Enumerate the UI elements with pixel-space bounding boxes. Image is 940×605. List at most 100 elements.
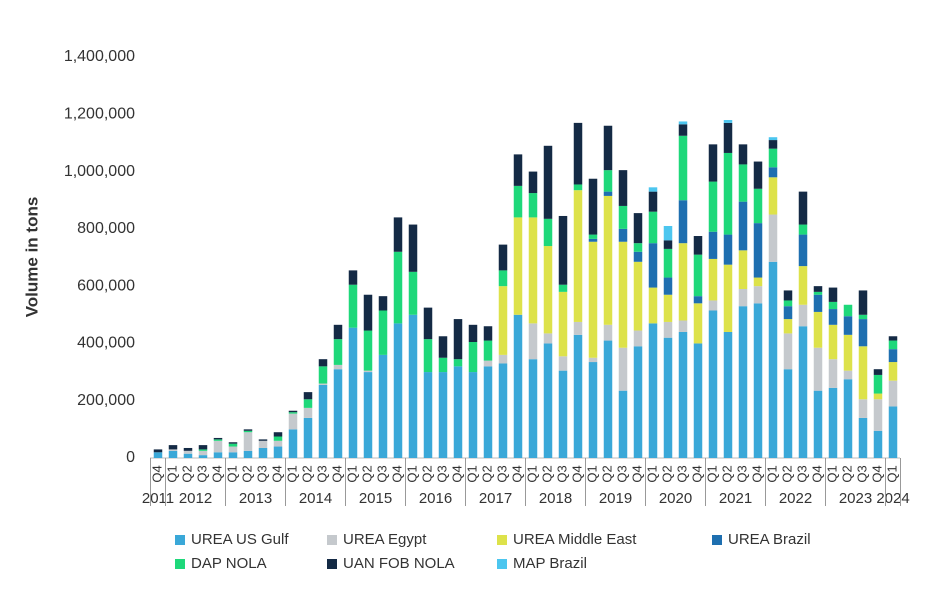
bar-segment xyxy=(798,304,808,327)
x-tick-label: Q3 xyxy=(254,465,269,482)
bar-segment xyxy=(168,445,178,450)
legend-swatch xyxy=(712,535,722,545)
bar-segment xyxy=(393,323,403,458)
bar-segment xyxy=(603,125,613,171)
x-tick-label: Q1 xyxy=(284,465,299,482)
x-tick-label: Q4 xyxy=(809,465,824,482)
bar-segment xyxy=(678,124,688,136)
bar-segment xyxy=(693,296,703,304)
bar-segment xyxy=(828,309,838,325)
bar-segment xyxy=(318,359,328,367)
bar-segment xyxy=(408,314,418,458)
bar-segment xyxy=(738,164,748,202)
year-label: 2024 xyxy=(876,490,909,507)
bar-segment xyxy=(618,241,628,348)
bar-segment xyxy=(588,178,598,235)
bar-segment xyxy=(708,181,718,232)
x-tick-label: Q3 xyxy=(854,465,869,482)
bar-segment xyxy=(483,340,493,361)
x-tick-label: Q3 xyxy=(614,465,629,482)
bar-segment xyxy=(213,452,223,458)
bar-segment xyxy=(528,193,538,218)
bar-segment xyxy=(633,261,643,331)
bar-segment xyxy=(693,254,703,297)
bar-segment xyxy=(438,357,448,373)
bar-segment xyxy=(453,359,463,367)
bar-segment xyxy=(573,334,583,458)
bar-segment xyxy=(498,363,508,458)
year-label: 2022 xyxy=(779,490,812,507)
bar-segment xyxy=(513,314,523,458)
bar-segment xyxy=(888,380,898,407)
bar-segment xyxy=(663,248,673,278)
y-axis-label: Volume in tons xyxy=(22,197,41,318)
x-tick-label: Q1 xyxy=(464,465,479,482)
bar-segment xyxy=(243,430,253,433)
bar-segment xyxy=(678,320,688,332)
bar-segment xyxy=(858,290,868,315)
bar-segment xyxy=(183,450,193,454)
x-tick-label: Q2 xyxy=(599,465,614,482)
bar-segment xyxy=(843,304,853,317)
bar-segment xyxy=(483,326,493,341)
bar-segment xyxy=(633,213,643,244)
bar-segment xyxy=(168,449,178,451)
legend-swatch xyxy=(175,535,185,545)
x-tick-label: Q4 xyxy=(869,465,884,482)
bar-segment xyxy=(663,277,673,295)
bar-segment xyxy=(573,184,583,191)
bar-segment xyxy=(873,399,883,431)
bar-segment xyxy=(723,120,733,123)
bar-segment xyxy=(798,326,808,458)
bar-segment xyxy=(258,439,268,441)
bar-segment xyxy=(198,455,208,458)
bar-segment xyxy=(723,331,733,458)
bar-segment xyxy=(228,446,238,453)
bar-segment xyxy=(738,289,748,307)
bar-segment xyxy=(813,311,823,348)
y-tick-label: 1,400,000 xyxy=(64,48,135,65)
bar-segment xyxy=(333,364,343,370)
y-tick-label: 1,000,000 xyxy=(64,163,135,180)
bar-segment xyxy=(723,122,733,153)
bar-segment xyxy=(888,336,898,341)
bar-segment xyxy=(813,286,823,292)
x-tick-label: Q3 xyxy=(494,465,509,482)
x-tick-label: Q1 xyxy=(164,465,179,482)
bar-segment xyxy=(753,286,763,304)
bar-segment xyxy=(858,399,868,418)
bar-segment xyxy=(198,445,208,450)
bar-segment xyxy=(303,392,313,400)
bar-segment xyxy=(273,440,283,447)
bar-segment xyxy=(873,374,883,394)
bar-segment xyxy=(663,294,673,322)
bar-segment xyxy=(603,195,613,325)
bar-segment xyxy=(513,217,523,315)
bar-segment xyxy=(813,291,823,295)
x-tick-label: Q1 xyxy=(224,465,239,482)
bar-segment xyxy=(663,337,673,458)
x-tick-label: Q1 xyxy=(764,465,779,482)
bar-segment xyxy=(858,346,868,400)
bar-segment xyxy=(753,303,763,458)
bar-segment xyxy=(228,452,238,458)
legend-label: UREA Brazil xyxy=(728,531,811,548)
bar-segment xyxy=(438,372,448,458)
legend-label: MAP Brazil xyxy=(513,555,587,572)
bar-segment xyxy=(618,170,628,206)
bar-segment xyxy=(243,432,253,451)
bar-segment xyxy=(543,343,553,458)
bar-segment xyxy=(573,321,583,335)
x-tick-label: Q4 xyxy=(509,465,524,482)
x-tick-label: Q4 xyxy=(329,465,344,482)
bar-segment xyxy=(813,294,823,312)
bar-segment xyxy=(828,387,838,458)
x-tick-label: Q2 xyxy=(719,465,734,482)
x-tick-label: Q2 xyxy=(779,465,794,482)
bar-segment xyxy=(723,264,733,332)
bar-segment xyxy=(513,154,523,186)
bar-segment xyxy=(783,319,793,334)
bar-segment xyxy=(588,238,598,242)
